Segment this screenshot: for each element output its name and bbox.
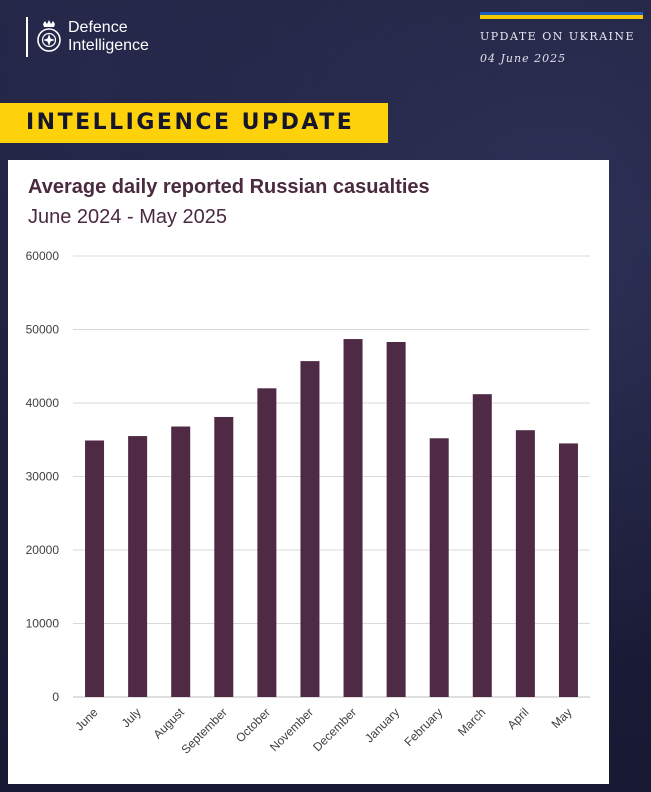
crest-icon	[37, 20, 61, 52]
y-tick-label: 0	[52, 690, 59, 704]
x-tick-label: April	[505, 705, 532, 732]
bar-september	[214, 416, 234, 697]
bar-july	[128, 436, 148, 697]
x-tick-label: December	[310, 705, 359, 754]
bar-november	[300, 361, 320, 697]
ukraine-flag-stripe	[480, 12, 643, 19]
x-tick-label: May	[549, 705, 575, 731]
chart-title: Average daily reported Russian casualtie…	[28, 176, 430, 198]
x-tick-label: October	[233, 705, 273, 745]
y-tick-label: 20000	[26, 543, 60, 557]
x-tick-label: July	[119, 705, 144, 730]
update-date: 04 June 2025	[480, 52, 567, 65]
x-tick-label: February	[401, 705, 445, 749]
bar-october	[257, 388, 277, 697]
x-tick-label: November	[267, 705, 316, 754]
org-name-line2: Intelligence	[68, 37, 149, 54]
defence-intelligence-logo: Defence Intelligence	[26, 16, 149, 58]
bar-chart: 0 10000 20000 30000 40000 50000 60000 June July A…	[26, 249, 590, 757]
banner-text: INTELLIGENCE UPDATE	[26, 110, 355, 135]
chart-subtitle: June 2024 - May 2025	[28, 206, 228, 228]
logo-divider	[26, 17, 28, 57]
intelligence-update-banner: INTELLIGENCE UPDATE	[0, 103, 388, 143]
update-label: UPDATE ON UKRAINE	[480, 30, 636, 43]
x-tick-label: June	[72, 705, 101, 734]
bar-may	[558, 443, 578, 697]
y-tick-label: 60000	[26, 249, 60, 263]
x-tick-label: March	[455, 705, 488, 738]
bar-august	[171, 426, 191, 697]
bar-april	[515, 430, 535, 697]
x-tick-label: September	[179, 705, 230, 756]
org-name-line1: Defence	[68, 19, 128, 36]
y-tick-label: 10000	[26, 617, 60, 631]
y-tick-label: 30000	[26, 470, 60, 484]
bar-january	[386, 341, 406, 697]
bar-june	[85, 440, 105, 697]
bar-december	[343, 339, 363, 697]
y-tick-label: 50000	[26, 323, 60, 337]
y-tick-label: 40000	[26, 396, 60, 410]
bar-february	[429, 438, 449, 697]
bar-march	[472, 394, 492, 697]
x-tick-label: January	[362, 705, 402, 745]
chart-panel: Average daily reported Russian casualtie…	[8, 160, 609, 784]
x-tick-label: August	[151, 705, 188, 742]
